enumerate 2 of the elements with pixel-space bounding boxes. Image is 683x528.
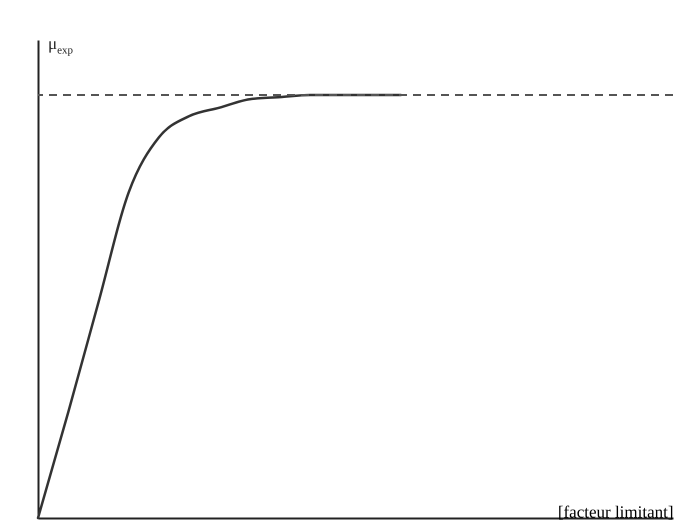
- y-axis-title: μ$_{exp}$: [48, 34, 74, 56]
- x-axis-title: [facteur limitant]: [558, 502, 674, 522]
